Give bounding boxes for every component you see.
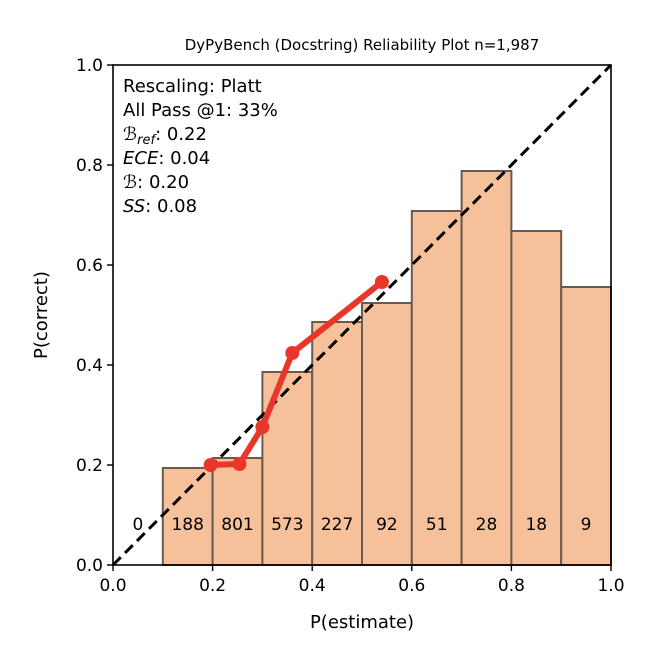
metric-value: : 0.04 — [158, 148, 210, 169]
bin-count-label: 801 — [221, 515, 253, 535]
annotation-line: SS: 0.08 — [123, 196, 197, 217]
calibration-point — [374, 275, 389, 289]
metric-symbol: SS — [123, 196, 145, 217]
x-tick-label: 0.0 — [99, 576, 126, 596]
calibration-point — [203, 458, 218, 472]
metric-symbol: ECE — [123, 148, 159, 169]
chart-title: DyPyBench (Docstring) Reliability Plot n… — [185, 36, 540, 54]
y-tick-label: 1.0 — [76, 56, 103, 76]
annotation-line: ℬ: 0.20 — [123, 172, 189, 193]
y-tick-label: 0.0 — [76, 556, 103, 576]
histogram-bar — [211, 457, 264, 566]
bin-count-label: 9 — [581, 515, 592, 535]
y-tick-label: 0.8 — [76, 156, 103, 176]
y-tick-label: 0.4 — [76, 356, 103, 376]
annotation-line: Rescaling: Platt — [123, 76, 262, 97]
annotation-line: All Pass @1: 33% — [123, 100, 278, 121]
metric-value: : 0.08 — [145, 196, 197, 217]
calibration-point — [285, 346, 300, 360]
histogram-bar — [410, 210, 463, 566]
bin-count-label: 573 — [271, 515, 303, 535]
metric-symbol: ℬ — [123, 172, 137, 193]
calibration-point — [255, 420, 270, 434]
bin-count-label: 188 — [171, 515, 203, 535]
histogram-bar — [560, 286, 613, 566]
x-tick-label: 0.2 — [199, 576, 226, 596]
metric-value: : 0.22 — [155, 124, 207, 145]
metric-subscript: ref — [137, 133, 157, 148]
x-axis-label: P(estimate) — [310, 612, 414, 633]
plot-frame — [112, 64, 612, 566]
bin-count-label: 0 — [132, 515, 143, 535]
bin-count-label: 92 — [376, 515, 398, 535]
metric-symbol: ℬ — [123, 124, 137, 145]
x-tick-label: 1.0 — [597, 576, 624, 596]
bin-count-label: 227 — [321, 515, 353, 535]
x-tick-label: 0.4 — [299, 576, 326, 596]
y-tick-label: 0.6 — [76, 256, 103, 276]
bin-count-label: 28 — [476, 515, 498, 535]
calibration-point — [232, 457, 247, 471]
histogram-bar — [460, 170, 513, 566]
metric-value: : 0.20 — [137, 172, 189, 193]
x-tick-label: 0.6 — [398, 576, 425, 596]
bin-count-label: 51 — [426, 515, 448, 535]
y-axis-label: P(correct) — [31, 271, 52, 359]
bin-count-label: 18 — [525, 515, 547, 535]
x-tick-label: 0.8 — [498, 576, 525, 596]
perfect-calibration-line — [111, 63, 613, 567]
y-tick-label: 0.2 — [76, 456, 103, 476]
annotation-line: ECE: 0.04 — [123, 148, 210, 169]
annotation-line: ℬref: 0.22 — [123, 124, 207, 148]
